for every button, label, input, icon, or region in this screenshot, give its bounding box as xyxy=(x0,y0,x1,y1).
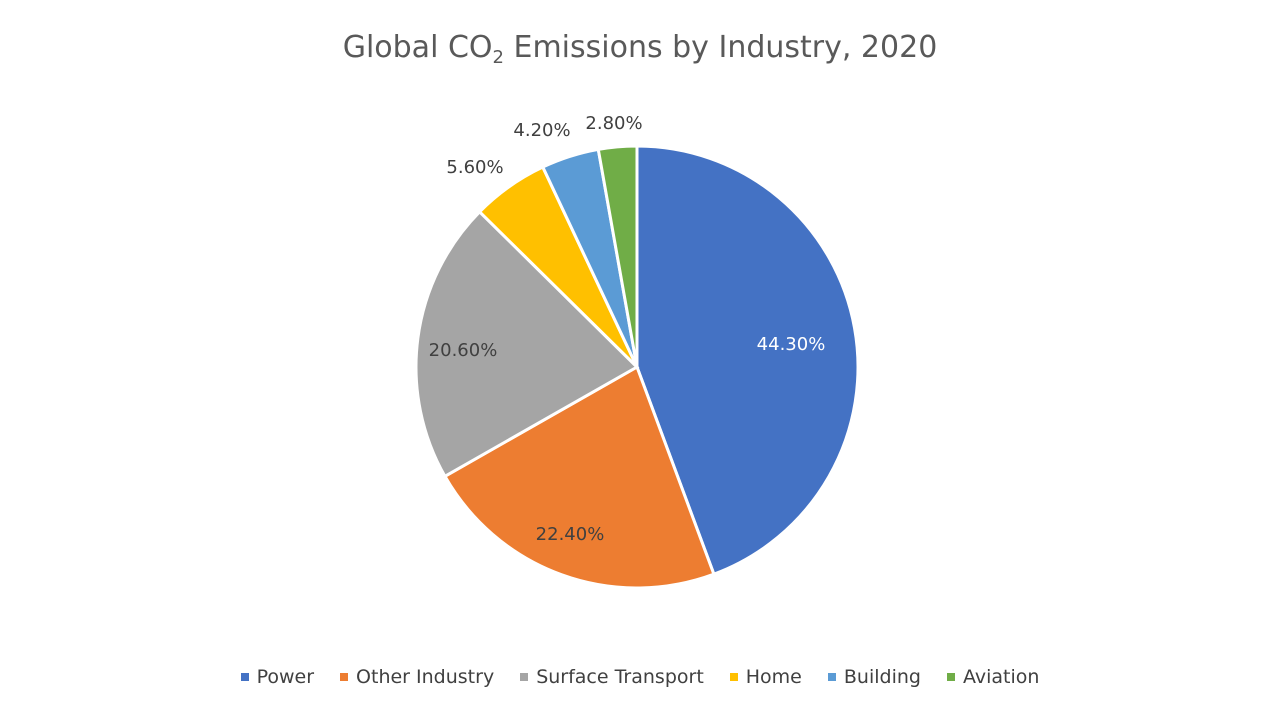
legend-label: Power xyxy=(256,666,315,688)
legend-label: Surface Transport xyxy=(536,666,704,688)
legend-item-home: Home xyxy=(729,666,802,688)
legend-swatch xyxy=(340,673,349,681)
chart-title-prefix: Global CO xyxy=(342,30,493,65)
legend-swatch xyxy=(946,673,955,681)
legend-label: Building xyxy=(843,666,921,688)
legend-item-power: Power xyxy=(240,666,315,688)
chart-title-subscript: 2 xyxy=(492,47,504,68)
legend-swatch xyxy=(240,673,249,681)
chart-legend: Power Other Industry Surface Transport Home… xyxy=(0,666,1280,688)
pie-slice-surface-transport xyxy=(414,209,640,479)
legend-swatch xyxy=(520,673,529,681)
chart-title: Global CO2 Emissions by Industry, 2020 xyxy=(0,30,1280,68)
pie-slice-aviation xyxy=(596,144,639,368)
data-label-building: 4.20% xyxy=(513,120,570,141)
data-label-aviation: 2.80% xyxy=(585,113,642,134)
pie-slice-other-industry xyxy=(442,364,716,590)
chart-title-suffix: Emissions by Industry, 2020 xyxy=(503,30,938,65)
legend-swatch xyxy=(827,673,836,681)
legend-item-aviation: Aviation xyxy=(946,666,1040,688)
legend-label: Home xyxy=(745,666,802,688)
legend-item-other-industry: Other Industry xyxy=(340,666,494,688)
legend-label: Aviation xyxy=(962,666,1040,688)
legend-swatch xyxy=(729,673,738,681)
data-label-surface-transport: 20.60% xyxy=(429,340,498,361)
data-label-home: 5.60% xyxy=(446,157,503,178)
legend-item-building: Building xyxy=(827,666,921,688)
data-label-other-industry: 22.40% xyxy=(536,524,605,545)
pie-slice-power xyxy=(635,144,860,577)
legend-label: Other Industry xyxy=(356,666,495,688)
data-label-power: 44.30% xyxy=(757,334,826,355)
legend-item-surface-transport: Surface Transport xyxy=(520,666,704,688)
